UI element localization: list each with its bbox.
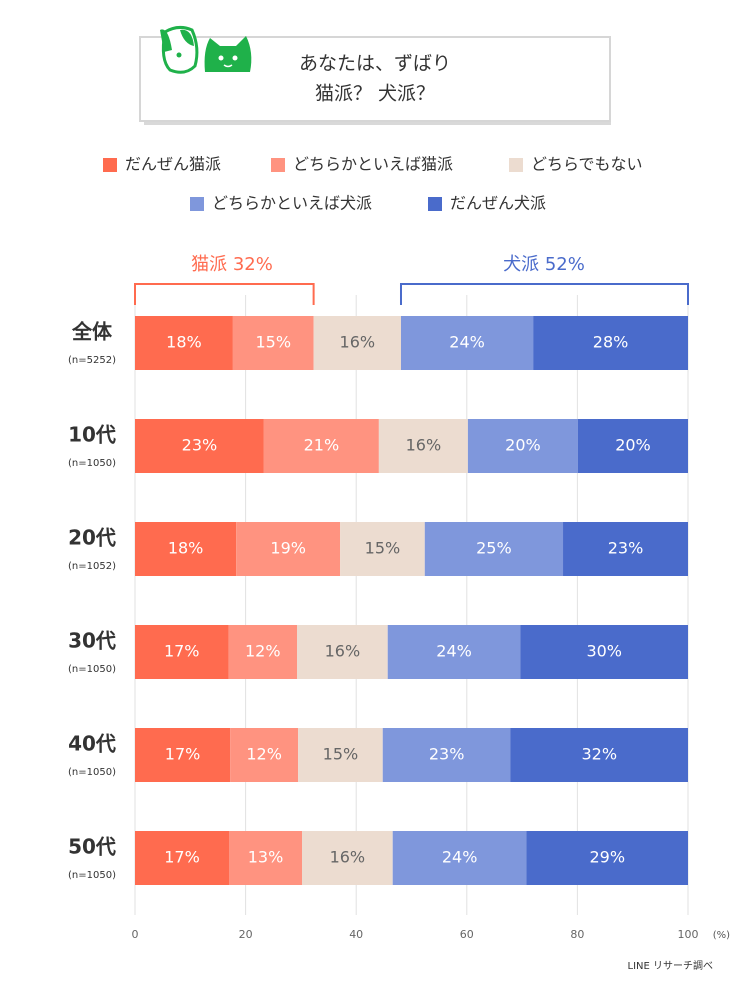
value-label: 24% [436,642,472,661]
value-label: 17% [164,642,200,661]
value-label: 30% [586,642,622,661]
sample-size: (n=1050) [68,767,116,778]
bar-segment [135,625,229,679]
value-label: 12% [245,642,281,661]
bar-segment [135,522,237,576]
sample-size: (n=1050) [68,458,116,469]
value-label: 19% [270,539,306,558]
value-label: 15% [365,539,401,558]
value-label: 13% [248,848,284,867]
sample-size: (n=1050) [68,664,116,675]
bar-segment [533,316,688,370]
sample-size: (n=1052) [68,561,116,572]
dog-annotation: 犬派 52% [503,254,585,275]
category-label: 50代 [68,835,116,859]
bar-segment [302,831,393,885]
bar-segment [135,316,233,370]
category-label: 20代 [68,526,116,550]
value-label: 16% [325,642,361,661]
source: LINE リサーチ調べ [628,959,714,972]
x-tick-label: 20 [239,928,253,941]
category-label: 30代 [68,629,116,653]
value-label: 16% [406,436,442,455]
cat-annotation: 猫派 32% [191,254,273,275]
value-label: 20% [615,436,651,455]
value-label: 23% [608,539,644,558]
bar-segment [424,522,564,576]
x-tick-label: 40 [349,928,363,941]
value-label: 18% [166,333,202,352]
bar-segment [135,831,230,885]
title-line: あなたは、ずばり [299,53,451,75]
category-label: 10代 [68,423,116,447]
legend-swatch [428,197,442,211]
dog-icon [160,25,199,74]
bar-segment [378,419,468,473]
legend-swatch [103,158,117,172]
bar-segment [563,522,688,576]
bar-segment [298,728,383,782]
legend-swatch [190,197,204,211]
value-label: 25% [476,539,512,558]
x-axis-label: (%) [713,930,730,941]
bar-segment [382,728,511,782]
category-label: 40代 [68,732,116,756]
value-label: 12% [246,745,282,764]
legend-label: どちらかといえば犬派 [212,194,372,213]
legend-label: だんぜん犬派 [450,194,546,213]
bar-segment [577,419,688,473]
value-label: 23% [429,745,465,764]
value-label: 16% [330,848,366,867]
bar-segment [510,728,688,782]
bracket [399,283,689,305]
value-label: 21% [304,436,340,455]
value-label: 18% [168,539,204,558]
bar-segment [135,728,231,782]
bar-segment [340,522,425,576]
value-label: 23% [182,436,218,455]
bar-segment [467,419,578,473]
bar-segment [229,831,303,885]
value-label: 16% [340,333,376,352]
legend-swatch [509,158,523,172]
value-label: 24% [442,848,478,867]
bar-segment [297,625,388,679]
title-line: 猫派？ 犬派？ [315,83,435,105]
value-label: 32% [581,745,617,764]
bar-segment [228,625,298,679]
category-label: 全体 [71,320,113,344]
bar-segment [263,419,379,473]
value-label: 17% [164,848,200,867]
cat-icon [204,36,252,72]
bar-segment [526,831,688,885]
x-tick-label: 100 [678,928,699,941]
bar-segment [230,728,299,782]
x-tick-label: 0 [132,928,139,941]
bar-segment [232,316,314,370]
sample-size: (n=1050) [68,870,116,881]
bar-segment [135,419,264,473]
x-tick-label: 60 [460,928,474,941]
value-label: 15% [255,333,291,352]
bar-segment [313,316,401,370]
value-label: 17% [165,745,201,764]
sample-size: (n=5252) [68,355,116,366]
bar-segment [392,831,527,885]
value-label: 29% [589,848,625,867]
bar-segment [520,625,688,679]
value-label: 15% [323,745,359,764]
bar-segment [400,316,534,370]
bracket [134,283,315,305]
value-label: 20% [505,436,541,455]
legend-label: どちらでもない [531,155,643,174]
x-tick-label: 80 [570,928,584,941]
legend-label: どちらかといえば猫派 [293,155,453,174]
value-label: 28% [593,333,629,352]
bar-segment [387,625,521,679]
value-label: 24% [449,333,485,352]
legend-swatch [271,158,285,172]
bar-segment [236,522,341,576]
legend-label: だんぜん猫派 [125,155,221,174]
